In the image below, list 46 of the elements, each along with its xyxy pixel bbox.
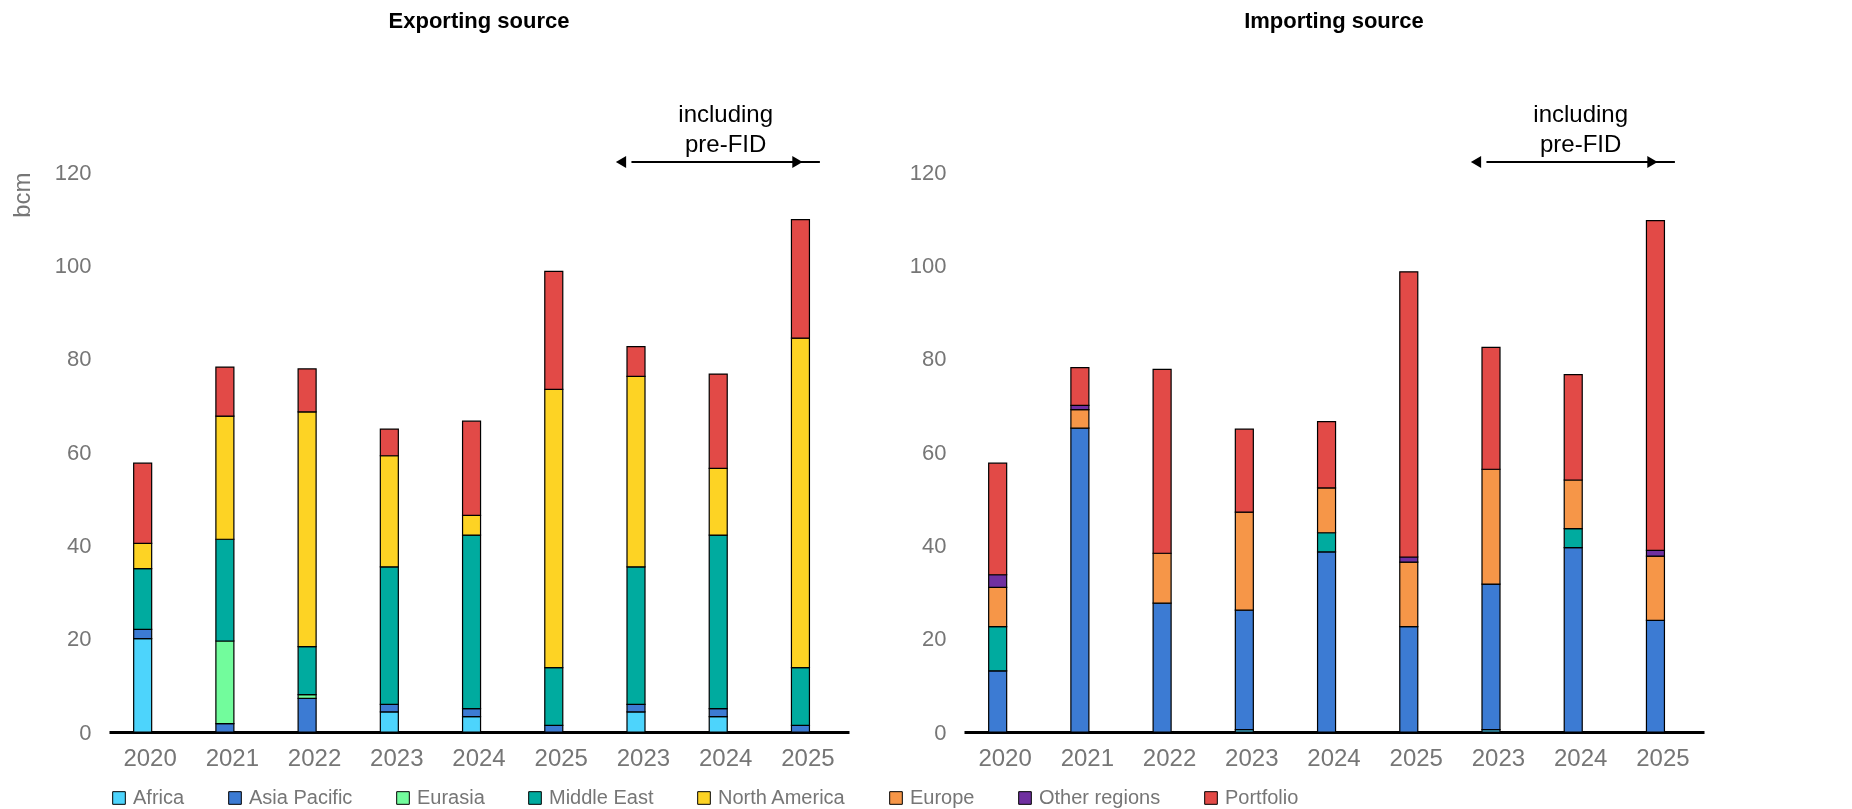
y-tick-label: 80	[67, 346, 92, 372]
x-tick-label: 2022	[1142, 743, 1197, 771]
x-tick-label: 2020	[123, 743, 177, 771]
x-tick-label: 2023	[1471, 743, 1526, 771]
x-tick-label: 2024	[452, 743, 506, 771]
legend-label: Middle East	[549, 786, 654, 808]
y-axis-title: bcm	[7, 172, 35, 218]
legend-label: Asia Pacific	[249, 786, 353, 808]
x-tick-label: 2023	[616, 743, 671, 771]
y-tick-label: 40	[922, 532, 947, 558]
x-tick-label: 2022	[287, 743, 342, 771]
y-tick-label: 120	[909, 159, 947, 185]
bar	[1070, 366, 1090, 406]
chart-title: Importing source	[1244, 8, 1424, 33]
y-tick-label: 80	[922, 346, 947, 372]
x-tick-label: 2024	[1307, 743, 1361, 771]
y-tick-label: 100	[909, 252, 947, 278]
x-tick-label: 2024	[1553, 743, 1608, 771]
y-tick-label: 0	[79, 719, 92, 745]
x-tick-label: 2020	[978, 743, 1032, 771]
legend-label: Portfolio	[1225, 786, 1299, 808]
y-tick-label: 20	[67, 626, 92, 652]
y-tick-label: 60	[922, 439, 947, 465]
x-tick-label: 2024	[698, 743, 753, 771]
legend-label: Other regions	[1039, 786, 1161, 808]
text: including pre-FID	[1533, 100, 1629, 157]
legend-label: Europe	[910, 786, 975, 808]
x-tick-label: 2023	[370, 743, 424, 771]
x-tick-label: 2025	[534, 743, 588, 771]
x-tick-label: 2025	[1389, 743, 1443, 771]
x-tick-label: 2023	[1225, 743, 1279, 771]
y-tick-label: 60	[67, 439, 92, 465]
y-tick-label: 40	[67, 532, 92, 558]
y-tick-label: 120	[54, 159, 92, 185]
chart-title: Exporting source	[388, 8, 570, 33]
legend-label: Eurasia	[417, 786, 486, 808]
y-tick-label: 20	[922, 626, 947, 652]
legend-label: Africa	[133, 786, 185, 808]
y-tick-label: 0	[934, 719, 947, 745]
x-tick-label: 2025	[781, 743, 835, 771]
text: including pre-FID	[678, 100, 774, 157]
x-tick-label: 2025	[1636, 743, 1690, 771]
x-tick-label: 2021	[1060, 743, 1115, 771]
legend-label: North America	[718, 786, 846, 808]
x-tick-label: 2021	[205, 743, 260, 771]
y-tick-label: 100	[54, 252, 92, 278]
